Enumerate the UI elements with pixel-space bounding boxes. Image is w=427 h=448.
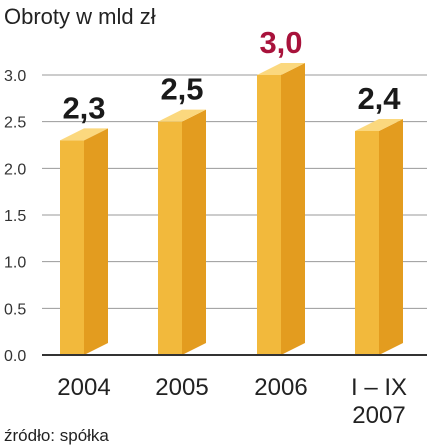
bar-2 <box>257 63 305 355</box>
value-labels: 2,3 2,5 3,0 2,4 <box>62 25 401 125</box>
value-label: 2,5 <box>160 72 203 107</box>
y-tick-label: 3.0 <box>4 68 26 85</box>
y-tick-label: 2.5 <box>4 115 26 132</box>
y-tick-label: 0.0 <box>4 348 26 365</box>
bar-top-face <box>355 119 403 131</box>
bar-1 <box>158 109 206 356</box>
bars <box>60 63 403 356</box>
bar-side-face <box>281 63 305 355</box>
bar-3 <box>355 119 403 355</box>
x-category-label: 2007 <box>352 402 405 429</box>
y-tick-label: 1.5 <box>4 208 26 225</box>
y-tick-label: 0.5 <box>4 301 26 318</box>
bar-side-face <box>84 128 108 355</box>
y-tick-label: 2.0 <box>4 161 26 178</box>
x-category-label: 2005 <box>155 374 208 401</box>
value-label: 2,4 <box>357 81 401 116</box>
bar-top-face <box>158 109 206 122</box>
bar-front-face <box>355 131 379 355</box>
bar-side-face <box>379 119 403 355</box>
bar-front-face <box>158 121 182 356</box>
bar-top-face <box>257 63 305 75</box>
bar-front-face <box>60 140 84 355</box>
y-axis-ticks: 3.0 2.5 2.0 1.5 1.0 0.5 0.0 <box>4 68 26 365</box>
x-category-label: 2004 <box>57 374 110 401</box>
y-tick-label: 1.0 <box>4 255 26 272</box>
x-category-label: I – IX <box>351 374 407 401</box>
bar-front-face <box>257 75 281 355</box>
value-label: 2,3 <box>62 90 105 125</box>
chart-title: Obroty w mld zł <box>4 4 156 29</box>
x-category-label: 2006 <box>254 374 307 401</box>
source-note: źródło: spółka <box>4 426 109 445</box>
bar-0 <box>60 128 108 355</box>
bar-top-face <box>60 128 108 141</box>
bar-side-face <box>182 109 206 356</box>
value-label: 3,0 <box>259 25 302 60</box>
